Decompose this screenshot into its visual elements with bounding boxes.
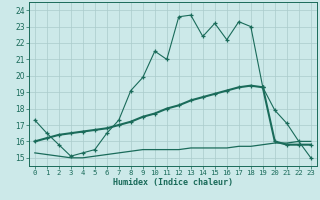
X-axis label: Humidex (Indice chaleur): Humidex (Indice chaleur) [113, 178, 233, 187]
